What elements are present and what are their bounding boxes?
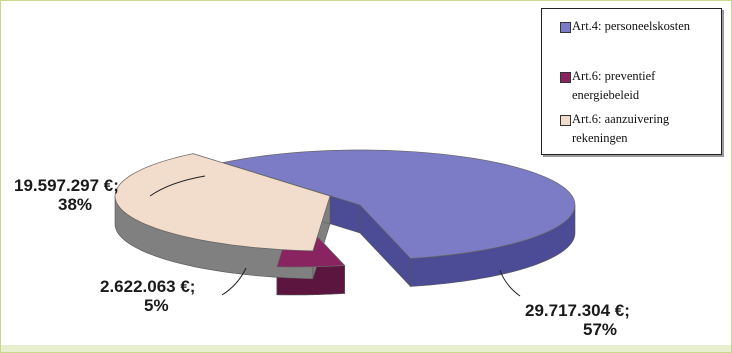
legend-item-personeelskosten: Art.4: personeelskosten (560, 17, 712, 36)
data-label-percent-preventief-energiebeleid: 5% (144, 296, 169, 315)
data-label-aanzuivering-rekeningen: 19.597.297 €; 38% (14, 176, 164, 214)
leader-line-personeelskosten (499, 269, 521, 297)
legend-item-preventief-energiebeleid: Art.6: preventief energiebeleid (560, 67, 712, 105)
legend-swatch-personeelskosten (560, 22, 571, 33)
slice-personeelskosten (222, 149, 576, 259)
data-label-preventief-energiebeleid: 2.622.063 €; 5% (100, 277, 230, 315)
data-label-personeelskosten: 29.717.304 €; 57% (525, 301, 675, 339)
legend-label-personeelskosten: Art.4: personeelskosten (572, 19, 691, 33)
bottom-bar (1, 345, 731, 352)
legend-item-aanzuivering-rekeningen: Art.6: aanzuivering rekeningen (560, 110, 712, 148)
slice-aanzuivering-rekeningen (114, 153, 331, 252)
data-label-percent-aanzuivering-rekeningen: 38% (58, 195, 93, 214)
data-label-value-preventief-energiebeleid: 2.622.063 €; (100, 277, 196, 296)
legend: Art.4: personeelskosten Art.6: preventie… (541, 8, 722, 155)
leader-line-aanzuivering-rekeningen (149, 175, 206, 197)
data-label-value-aanzuivering-rekeningen: 19.597.297 €; (14, 176, 119, 195)
legend-swatch-preventief-energiebeleid (560, 72, 571, 83)
leader-line-preventief-energiebeleid (221, 267, 247, 296)
legend-swatch-aanzuivering-rekeningen (560, 115, 571, 126)
data-label-value-personeelskosten: 29.717.304 €; (525, 301, 630, 320)
legend-label-preventief-energiebeleid: Art.6: preventief energiebeleid (572, 69, 656, 102)
pie-tops (114, 149, 576, 268)
data-label-percent-personeelskosten: 57% (583, 320, 618, 339)
legend-label-aanzuivering-rekeningen: Art.6: aanzuivering rekeningen (572, 112, 670, 145)
